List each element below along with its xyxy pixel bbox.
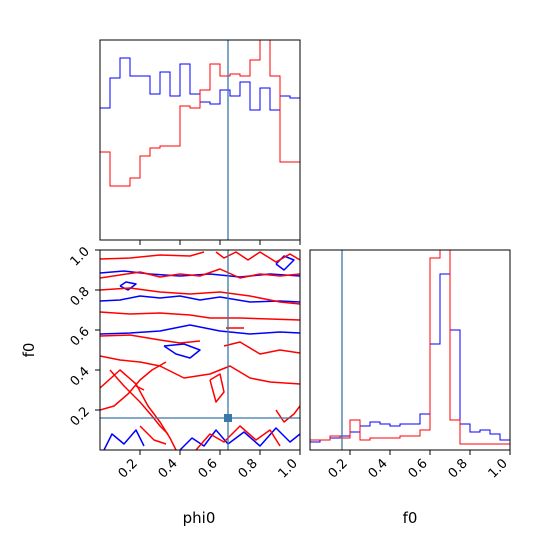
f0-histogram-red xyxy=(310,250,510,450)
f0-y-tick-label: 1.0 xyxy=(68,244,93,269)
f0-x-tick-label: 1.0 xyxy=(486,456,511,481)
f0-histogram-blue xyxy=(310,273,510,450)
contour-line-blue xyxy=(163,343,201,359)
f0-x-tick-label: 0.8 xyxy=(446,456,471,481)
contour-line-red xyxy=(100,251,205,260)
f0-y-tick-label: 0.6 xyxy=(68,324,93,349)
phi0-histogram-frame xyxy=(99,39,301,241)
phi0-x-tick-label: 0.6 xyxy=(196,456,221,481)
f0-histogram-frame xyxy=(309,249,511,451)
phi0-histogram-blue xyxy=(100,57,300,240)
phi0-f0-contour-panel: 0.2 0.4 0.6 0.8 1.0 0.2 0.4 0.6 0.8 1.0 xyxy=(68,244,301,481)
contour-line-red xyxy=(100,361,167,411)
contour-line-blue xyxy=(179,427,300,450)
y-axis-label-f0: f0 xyxy=(20,343,38,358)
contour-line-red xyxy=(215,251,300,263)
phi0-x-tick-label: 0.2 xyxy=(116,456,141,481)
contour-line-red xyxy=(100,355,300,385)
contour-line-red xyxy=(223,341,300,355)
contour-line-red xyxy=(100,334,201,344)
contour-line-red xyxy=(195,425,281,450)
contour-line-red xyxy=(275,405,300,423)
f0-x-tick-label: 0.2 xyxy=(326,456,351,481)
contour-line-red xyxy=(100,311,300,321)
phi0-x-tick-label: 0.8 xyxy=(236,456,261,481)
contour-line-blue xyxy=(275,255,295,271)
f0-y-tick-label: 0.2 xyxy=(68,404,93,429)
contour-line-blue xyxy=(100,295,300,303)
contour-frame xyxy=(99,249,301,451)
phi0-histogram-red xyxy=(100,40,300,240)
contour-line-red xyxy=(100,268,300,279)
contour-line-red xyxy=(139,425,167,445)
contour-line-red xyxy=(135,385,145,391)
f0-x-tick-label: 0.6 xyxy=(406,456,431,481)
contour-line-blue xyxy=(103,429,145,450)
phi0-x-tick-label: 1.0 xyxy=(276,456,301,481)
f0-y-tick-label: 0.4 xyxy=(68,364,93,389)
phi0-x-tick-label: 0.4 xyxy=(156,456,181,481)
f0-y-tick-label: 0.8 xyxy=(68,284,93,309)
f0-histogram-panel: 0.2 0.4 0.6 0.8 1.0 xyxy=(309,249,511,481)
contour-line-red xyxy=(209,373,225,403)
f0-x-tick-label: 0.4 xyxy=(366,456,391,481)
phi0-histogram-panel xyxy=(99,39,301,245)
contour-line-red xyxy=(100,369,177,450)
contour-line-red xyxy=(100,287,300,305)
x-axis-label-f0: f0 xyxy=(403,509,418,527)
contour-line-blue xyxy=(100,324,300,335)
contour-line-red xyxy=(109,369,169,435)
x-axis-label-phi0: phi0 xyxy=(183,509,216,527)
truth-marker xyxy=(224,414,232,422)
